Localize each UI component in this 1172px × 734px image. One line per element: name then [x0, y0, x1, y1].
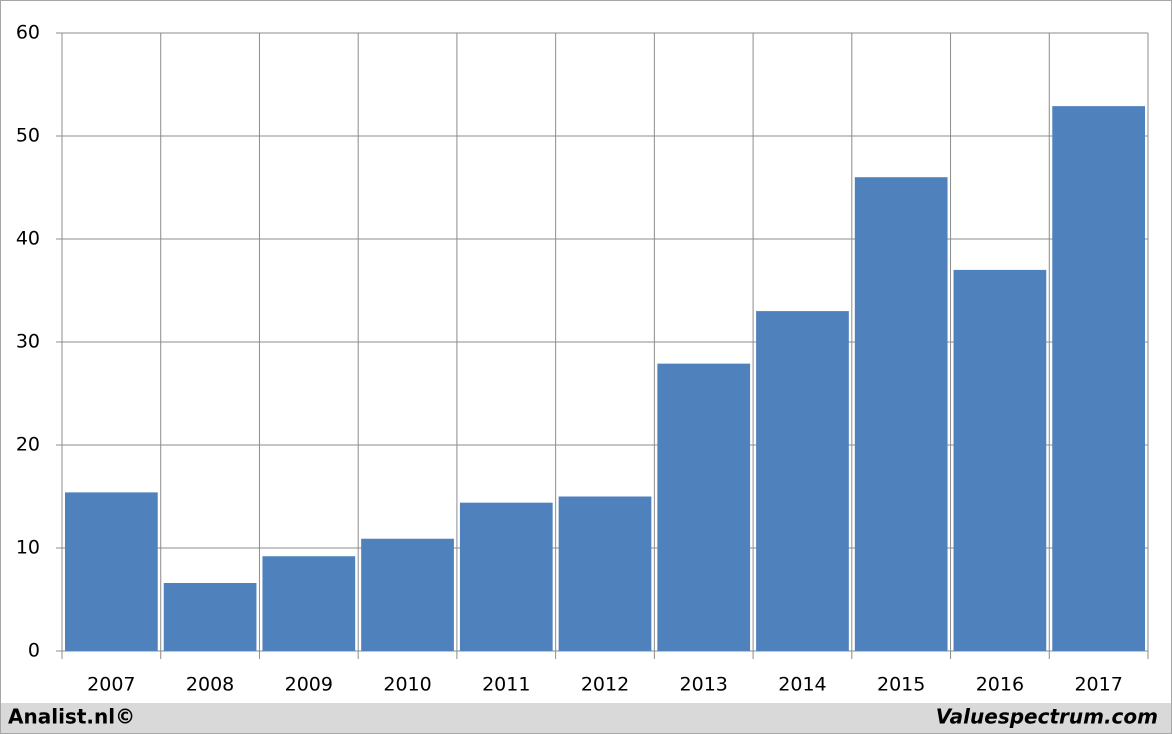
- y-tick-label: 10: [16, 537, 40, 559]
- x-tick-label: 2014: [778, 674, 826, 696]
- x-tick-label: 2011: [482, 674, 530, 696]
- bar: [657, 363, 751, 651]
- x-tick-label: 2013: [680, 674, 728, 696]
- bar: [1052, 106, 1145, 651]
- x-tick-label: 2016: [976, 674, 1024, 696]
- bar: [459, 502, 553, 651]
- footer-band: [1, 703, 1171, 733]
- x-tick-label: 2007: [87, 674, 135, 696]
- y-tick-label: 60: [16, 22, 40, 44]
- footer-right: Valuespectrum.com: [936, 705, 1158, 729]
- y-tick-label: 30: [16, 331, 40, 353]
- bar: [163, 583, 257, 651]
- bar: [558, 496, 652, 651]
- x-tick-label: 2017: [1074, 674, 1122, 696]
- footer-left: Analist.nl©: [8, 705, 135, 729]
- x-tick-label: 2012: [581, 674, 629, 696]
- y-tick-label: 40: [16, 228, 40, 250]
- y-tick-label: 20: [16, 434, 40, 456]
- bar: [65, 492, 158, 651]
- x-tick-label: 2015: [877, 674, 925, 696]
- bar: [854, 177, 948, 651]
- x-tick-label: 2008: [186, 674, 234, 696]
- bar: [262, 556, 356, 651]
- bar: [361, 538, 454, 651]
- y-tick-label: 0: [28, 640, 40, 662]
- bar: [953, 269, 1047, 651]
- x-tick-label: 2010: [383, 674, 431, 696]
- y-tick-label: 50: [16, 125, 40, 147]
- bar: [756, 311, 849, 651]
- x-tick-label: 2009: [285, 674, 333, 696]
